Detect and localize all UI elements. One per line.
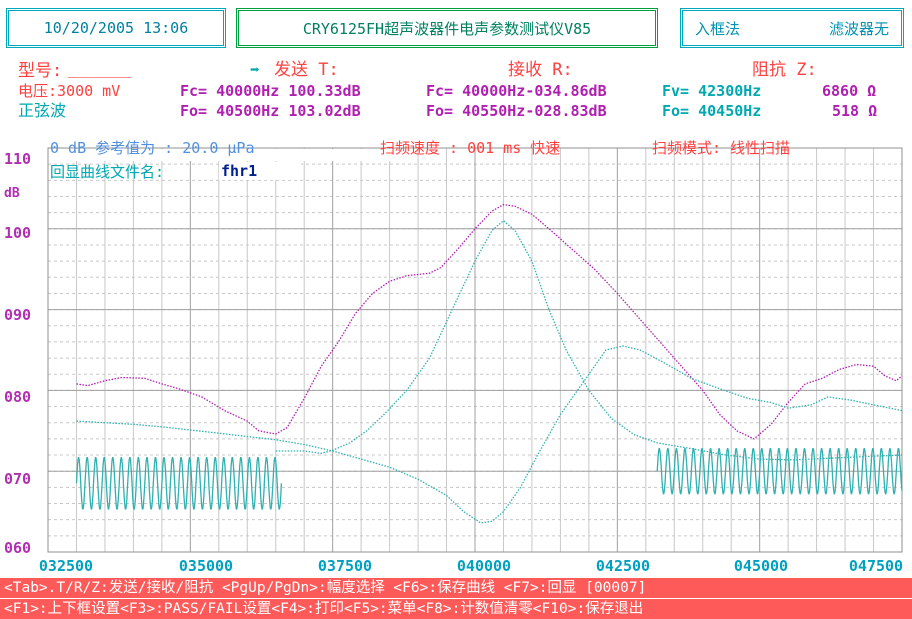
model-label: 型号: (18, 61, 63, 81)
send-fo: Fo= 40500Hz 103.02dB (180, 102, 361, 120)
datetime-box: 10/20/2005 13:06 (6, 8, 226, 48)
x-tick-label: 037500 (317, 557, 373, 575)
x-tick-label: 045000 (733, 557, 789, 575)
series-line-4 (656, 448, 903, 495)
imp-fo: Fo= 40450Hz (662, 102, 762, 120)
app-title: CRY6125FH超声波器件电声参数测试仪V85 (302, 19, 592, 38)
y-tick-label: 060 (4, 539, 32, 557)
model-value[interactable]: _______ (68, 60, 132, 78)
shortcut-line-2: <F1>:上下框设置<F3>:PASS/FAIL设置<F4>:打印<F5>:菜单… (4, 601, 644, 617)
mode-box: 入框法 滤波器无 (680, 8, 904, 48)
shortcut-bar-top: <Tab>.T/R/Z:发送/接收/阻抗 <PgUp/PgDn>:幅度选择 <F… (0, 578, 912, 598)
voltage-text: 电压:3000 mV (18, 82, 121, 100)
waveform-text: 正弦波 (18, 101, 67, 120)
curve-file-name[interactable]: fhr1 (219, 162, 302, 180)
series-line-3 (75, 456, 283, 510)
send-label: 发送 T: (274, 60, 339, 80)
y-tick-label: 100 (4, 224, 32, 242)
send-fc: Fc= 40000Hz 100.33dB (180, 82, 361, 100)
x-tick-label: 040000 (456, 557, 512, 575)
filter-text: 滤波器无 (828, 19, 889, 38)
plot-frame (47, 147, 903, 553)
y-axis-unit: dB (4, 186, 20, 201)
shortcut-bar-bottom: <F1>:上下框设置<F3>:PASS/FAIL设置<F4>:打印<F5>:菜单… (0, 599, 912, 619)
y-tick-label: 080 (4, 388, 32, 406)
imp-fv-val: 6860 Ω (822, 82, 877, 100)
y-tick-label: 070 (4, 470, 32, 488)
x-tick-label: 047500 (848, 557, 904, 575)
title-box: CRY6125FH超声波器件电声参数测试仪V85 (236, 8, 658, 48)
shortcut-line-1: <Tab>.T/R/Z:发送/接收/阻抗 <PgUp/PgDn>:幅度选择 <F… (4, 580, 647, 596)
imp-fv: Fv= 42300Hz (662, 82, 762, 100)
x-tick-label: 042500 (595, 557, 651, 575)
series-line-1 (76, 345, 903, 524)
y-tick-label: 090 (4, 306, 32, 324)
receive-label: 接收 R: (508, 60, 573, 80)
sweep-speed: 扫频速度 : 001 ms 快速 (380, 139, 561, 157)
reference-level: 0 dB 参考值为 : 20.0 μPa (50, 139, 255, 157)
x-tick-label: 032500 (38, 557, 94, 575)
series-line-2 (275, 219, 903, 461)
mode-text: 入框法 (695, 19, 741, 38)
recv-fo: Fo= 40550Hz-028.83dB (426, 102, 607, 120)
send-arrow-icon: ➡ (250, 60, 260, 79)
curve-file-label: 回显曲线文件名: (50, 163, 165, 181)
x-tick-label: 035000 (178, 557, 234, 575)
label-backdrop (49, 149, 399, 161)
imp-fo-val: 518 Ω (832, 102, 878, 120)
impedance-label: 阻抗 Z: (752, 60, 817, 80)
datetime-text: 10/20/2005 13:06 (43, 19, 189, 37)
series-line-0 (76, 203, 903, 440)
y-tick-label: 110 (4, 150, 32, 168)
recv-fc: Fc= 40000Hz-034.86dB (426, 82, 607, 100)
sweep-mode: 扫频模式: 线性扫描 (652, 139, 791, 157)
